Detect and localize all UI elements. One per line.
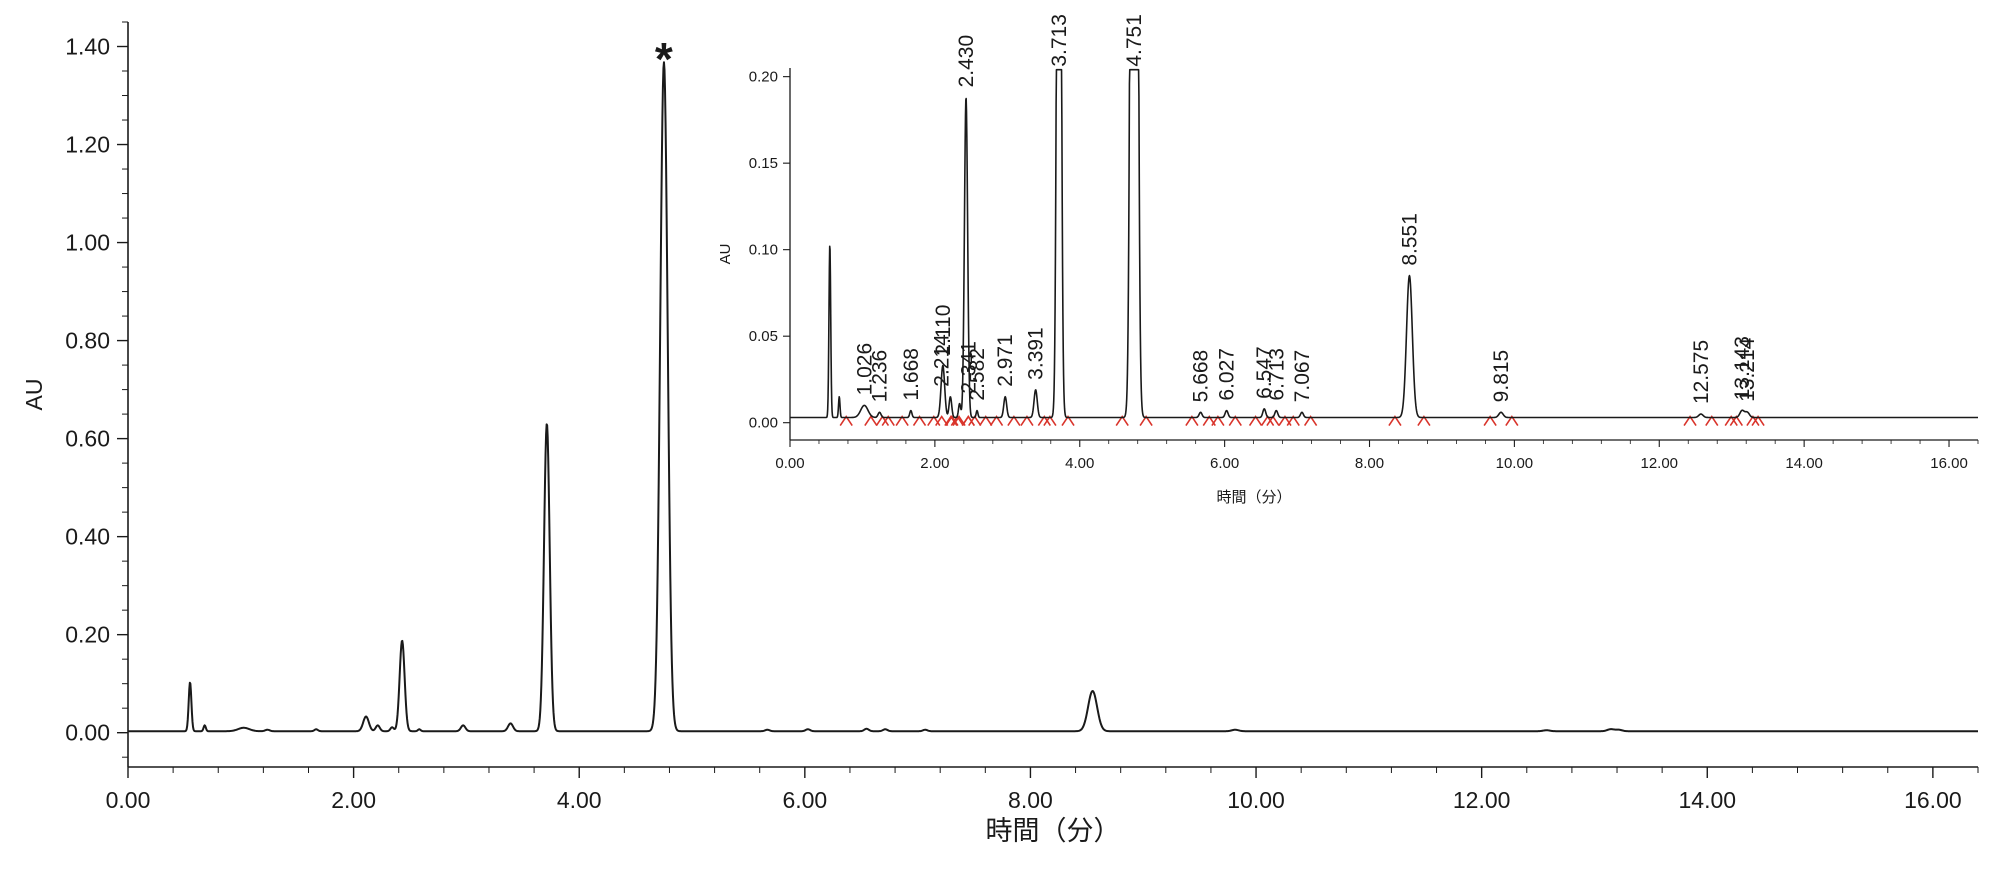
peak-label: 1.026 xyxy=(853,343,876,396)
integration-marker xyxy=(1417,415,1431,426)
peak-label: 2.341 xyxy=(958,341,981,394)
integration-marker xyxy=(864,415,878,426)
inset-y-axis-label: AU xyxy=(717,244,734,265)
inset-background xyxy=(720,38,1983,520)
integration-marker xyxy=(1683,415,1697,426)
inset-chromatogram-line xyxy=(789,68,1979,419)
integration-marker xyxy=(839,415,853,426)
main-y-tick-label: 0.40 xyxy=(65,524,110,550)
main-y-tick-label: 1.00 xyxy=(65,230,110,256)
inset-x-tick-label: 16.00 xyxy=(1930,455,1968,472)
peak-label: 1.668 xyxy=(900,348,923,401)
integration-marker xyxy=(1228,415,1242,426)
peak-label: 5.668 xyxy=(1190,350,1213,403)
peak-label: 2.110 xyxy=(932,305,955,356)
integration-marker xyxy=(944,415,958,426)
main-y-tick-label: 0.20 xyxy=(65,622,110,648)
main-x-tick-label: 12.00 xyxy=(1453,787,1511,813)
inset-x-tick-label: 14.00 xyxy=(1785,455,1823,472)
main-x-axis-label: 時間（分） xyxy=(986,816,1121,846)
integration-marker xyxy=(1043,415,1057,426)
integration-marker xyxy=(1115,415,1129,426)
integration-marker xyxy=(979,415,993,426)
inset-y-tick-label: 0.05 xyxy=(749,328,778,345)
peak-label: 8.551 xyxy=(1398,213,1421,266)
main-x-tick-label: 8.00 xyxy=(1008,787,1053,813)
integration-marker xyxy=(1037,415,1051,426)
main-x-tick-label: 14.00 xyxy=(1678,787,1736,813)
peak-label: 1.236 xyxy=(869,350,892,403)
integration-marker xyxy=(912,415,927,426)
integration-marker xyxy=(989,415,1004,426)
main-chromatogram-line xyxy=(127,61,1979,733)
peak-marker-asterisk: * xyxy=(655,33,673,85)
integration-marker xyxy=(1483,415,1497,426)
main-x-tick-label: 0.00 xyxy=(106,787,151,813)
main-y-tick-label: 0.00 xyxy=(65,720,110,746)
inset-x-tick-label: 8.00 xyxy=(1355,455,1384,472)
peak-label: 12.575 xyxy=(1690,340,1713,404)
integration-marker xyxy=(895,415,909,426)
main-x-tick-label: 4.00 xyxy=(557,787,602,813)
peak-label: 13.214 xyxy=(1736,337,1759,402)
integration-marker xyxy=(1007,415,1021,426)
main-y-tick-label: 0.60 xyxy=(65,426,110,452)
inset-y-tick-label: 0.15 xyxy=(749,155,778,172)
integration-marker xyxy=(1751,415,1765,426)
peak-label: 2.214 xyxy=(930,334,953,387)
main-y-tick-label: 1.20 xyxy=(65,132,110,158)
peak-label: 2.582 xyxy=(966,348,989,401)
integration-marker xyxy=(1724,415,1738,426)
integration-marker xyxy=(1286,415,1300,426)
integration-marker xyxy=(1139,415,1153,426)
inset-x-tick-label: 12.00 xyxy=(1640,455,1678,472)
main-x-tick-label: 10.00 xyxy=(1227,787,1285,813)
main-y-tick-label: 1.40 xyxy=(65,34,110,60)
main-x-tick-label: 2.00 xyxy=(331,787,376,813)
integration-marker xyxy=(881,415,895,426)
inset-x-tick-label: 2.00 xyxy=(920,455,949,472)
integration-marker xyxy=(961,415,976,426)
inset-x-tick-label: 6.00 xyxy=(1210,455,1239,472)
integration-marker xyxy=(1705,415,1719,426)
integration-marker xyxy=(1185,415,1199,426)
integration-marker xyxy=(1746,415,1760,426)
peak-label: 2.971 xyxy=(994,334,1017,387)
peak-label: 2.430 xyxy=(955,35,978,88)
peak-label: 9.815 xyxy=(1490,350,1513,403)
peak-label: 6.027 xyxy=(1216,348,1239,401)
main-y-tick-label: 0.80 xyxy=(65,328,110,354)
main-x-tick-label: 16.00 xyxy=(1904,787,1962,813)
inset-plot: 0.00 2.00 4.00 6.00 8.00 10.00 12.00 14.00 16.00… xyxy=(717,14,1983,520)
integration-marker xyxy=(1505,415,1519,426)
integration-marker xyxy=(1303,415,1318,426)
integration-marker xyxy=(1061,415,1075,426)
main-y-axis-label: AU xyxy=(21,379,47,411)
peak-label: 7.067 xyxy=(1291,350,1314,403)
inset-x-tick-label: 10.00 xyxy=(1496,455,1534,472)
peak-label: 4.751 xyxy=(1123,14,1146,67)
peak-label: 13.143 xyxy=(1731,336,1754,400)
integration-marker xyxy=(935,415,949,426)
main-plot: 0.00 2.00 4.00 6.00 8.00 10.00 12.00 14.00 16.00… xyxy=(21,21,1979,846)
inset-x-tick-label: 0.00 xyxy=(775,455,804,472)
peak-label: 3.713 xyxy=(1048,14,1071,67)
peak-label: 6.547 xyxy=(1253,346,1276,399)
inset-y-tick-label: 0.10 xyxy=(749,242,778,259)
integration-marker xyxy=(1388,415,1402,426)
inset-y-tick-label: 0.00 xyxy=(749,415,778,432)
integration-marker xyxy=(1020,415,1034,426)
inset-x-tick-label: 4.00 xyxy=(1065,455,1094,472)
inset-x-axis-label: 時間（分） xyxy=(1216,489,1291,506)
integration-marker xyxy=(1248,415,1263,426)
integration-marker xyxy=(1211,415,1225,426)
main-x-tick-label: 6.00 xyxy=(782,787,827,813)
peak-label: 6.713 xyxy=(1265,348,1288,401)
inset-y-tick-label: 0.20 xyxy=(749,69,778,86)
peak-label: 3.391 xyxy=(1025,327,1048,380)
